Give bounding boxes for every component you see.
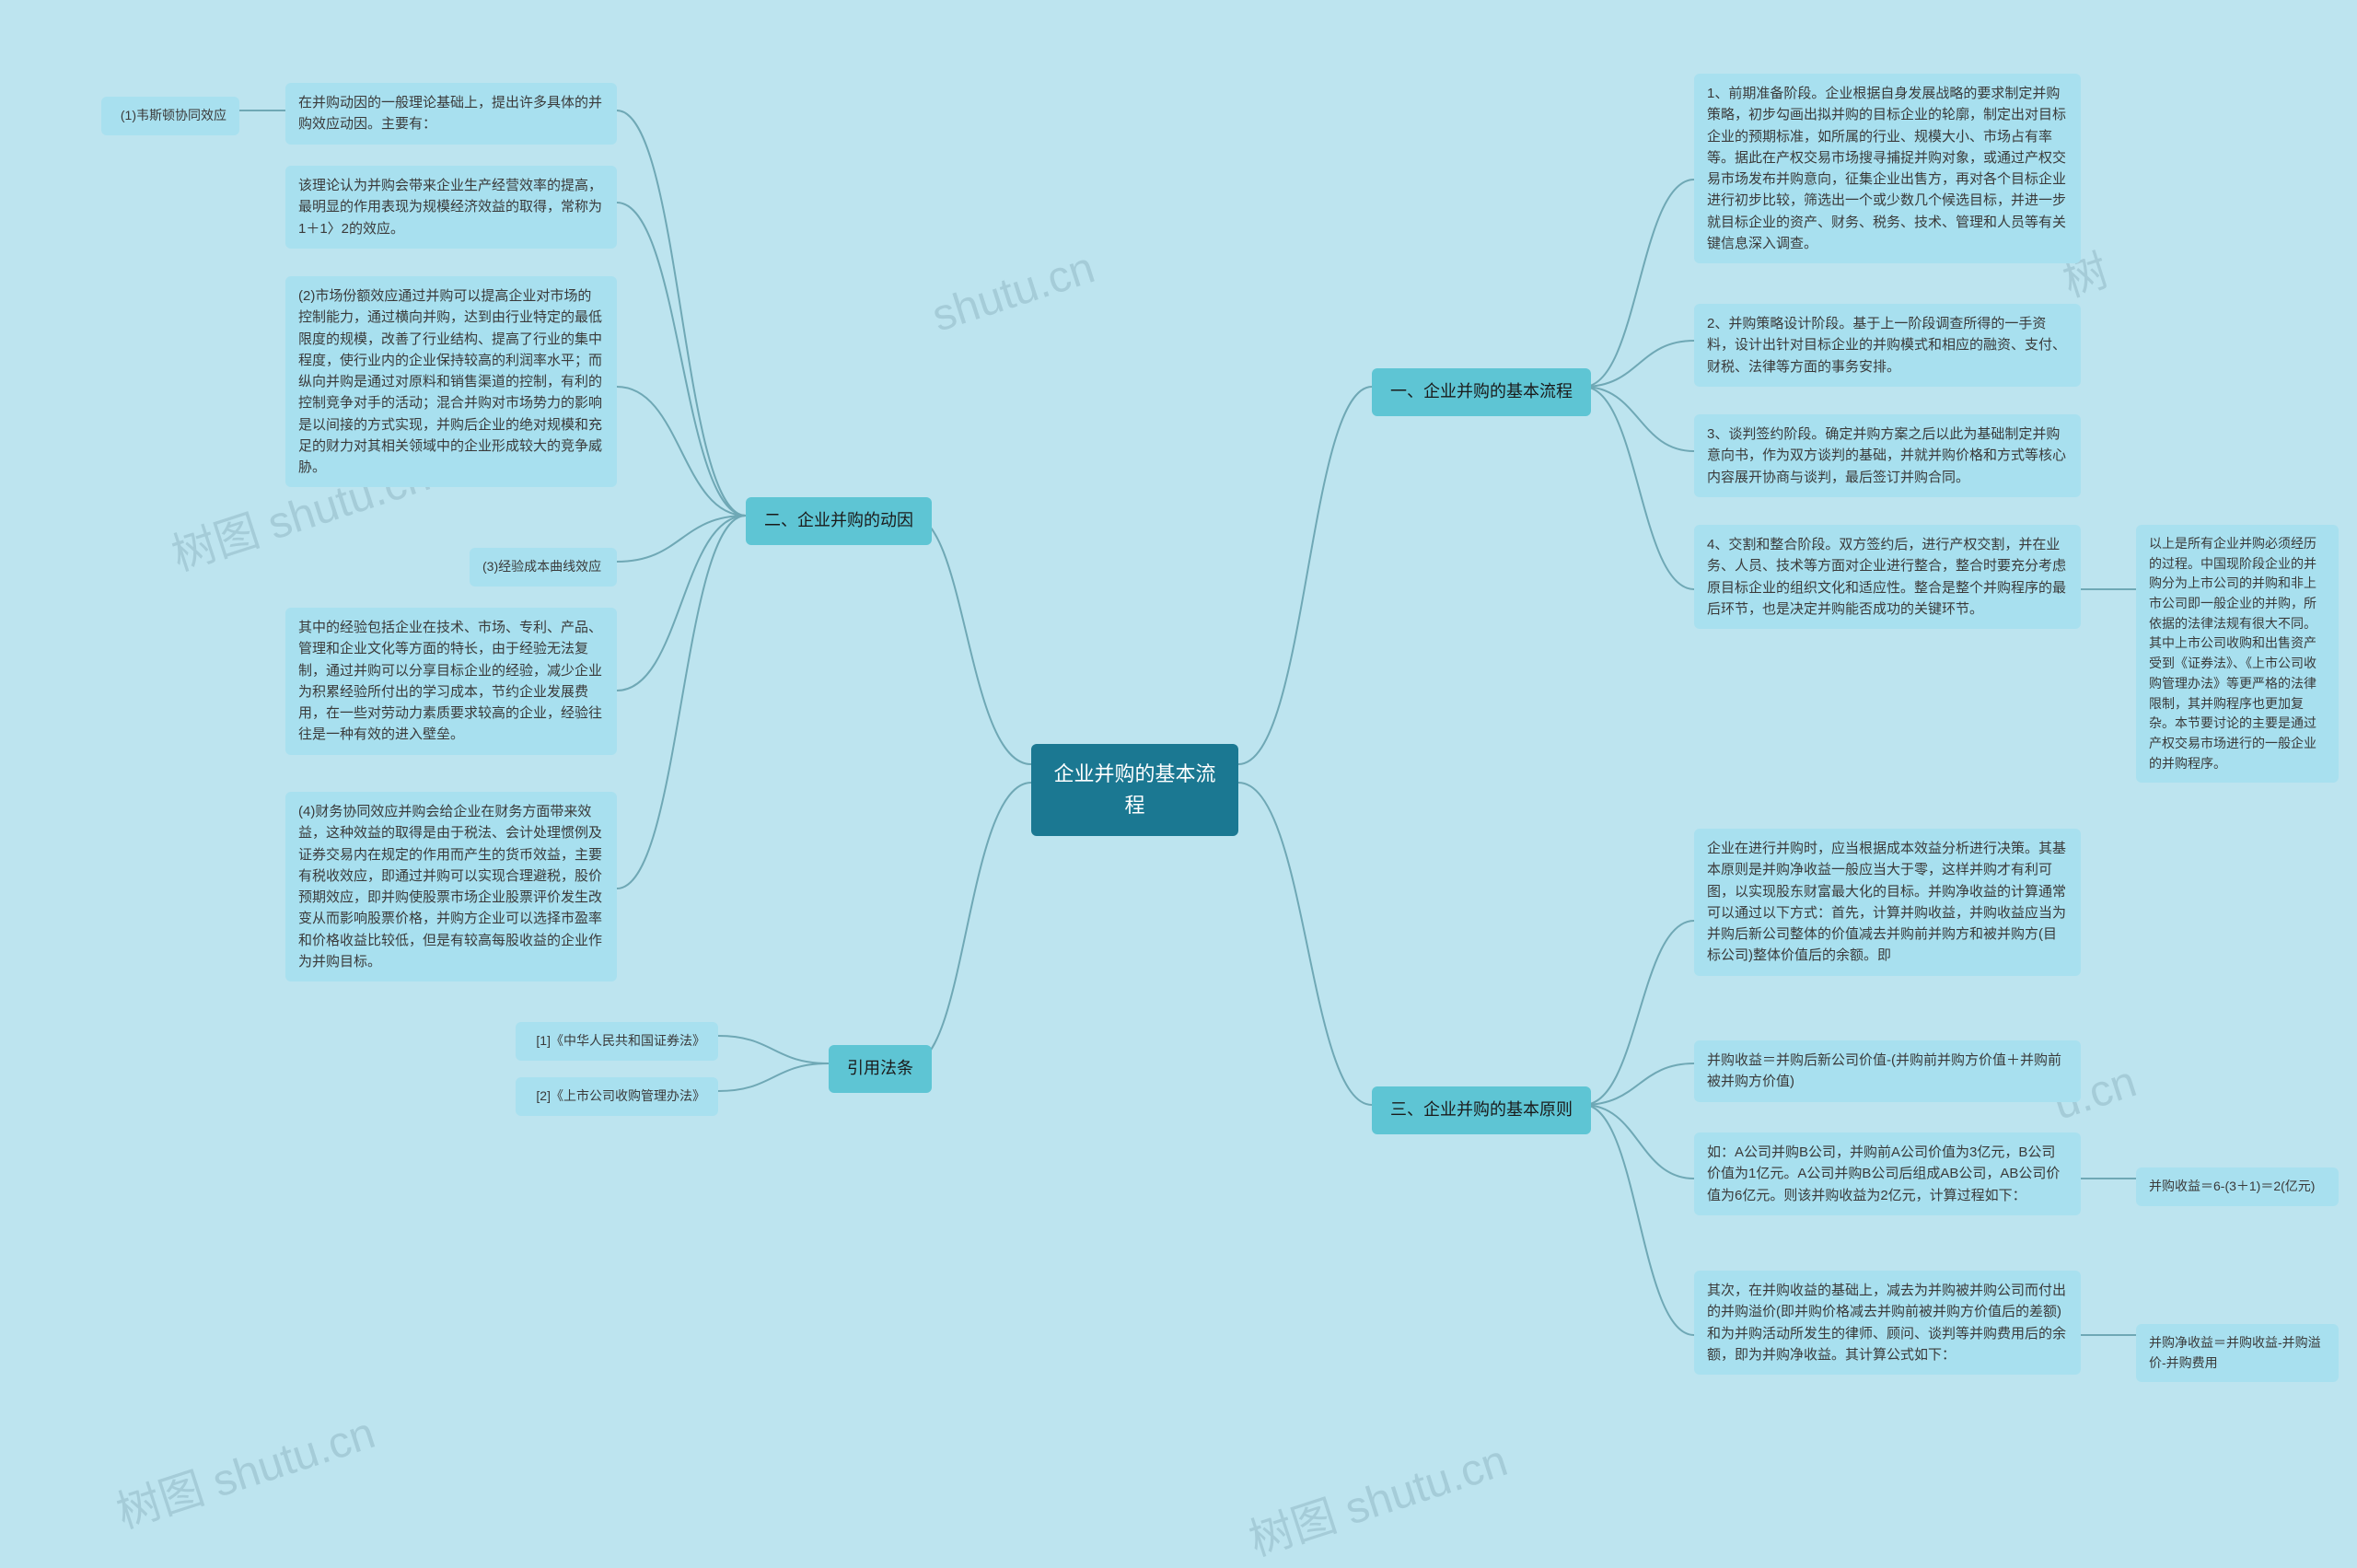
leaf-ref-2: [2]《上市公司收购管理办法》 (516, 1077, 718, 1116)
leaf-s2-intro: 在并购动因的一般理论基础上，提出许多具体的并购效应动因。主要有： (285, 83, 617, 145)
watermark: shutu.cn (926, 242, 1101, 342)
leaf-s1-2: 2、并购策略设计阶段。基于上一阶段调查所得的一手资料，设计出针对目标企业的并购模… (1694, 304, 2081, 387)
leaf-s1-3: 3、谈判签约阶段。确定并购方案之后以此为基础制定并购意向书，作为双方谈判的基础，… (1694, 414, 2081, 497)
leaf-s3-1: 企业在进行并购时，应当根据成本效益分析进行决策。其基本原则是并购净收益一般应当大… (1694, 829, 2081, 976)
leaf-s2-a1-label: (1)韦斯顿协同效应 (101, 97, 239, 135)
leaf-ref-1: [1]《中华人民共和国证券法》 (516, 1022, 718, 1061)
branch-basic-principle: 三、企业并购的基本原则 (1372, 1086, 1591, 1134)
branch-references: 引用法条 (829, 1045, 932, 1093)
leaf-s2-a1-body: 该理论认为并购会带来企业生产经营效率的提高，最明显的作用表现为规模经济效益的取得… (285, 166, 617, 249)
leaf-s3-4-side: 并购净收益＝并购收益-并购溢价-并购费用 (2136, 1324, 2339, 1382)
leaf-s3-2: 并购收益＝并购后新公司价值-(并购前并购方价值＋并购前被并购方价值) (1694, 1040, 2081, 1102)
leaf-s3-4: 其次，在并购收益的基础上，减去为并购被并购公司而付出的并购溢价(即并购价格减去并… (1694, 1271, 2081, 1375)
leaf-s2-a4-body: (4)财务协同效应并购会给企业在财务方面带来效益，这种效益的取得是由于税法、会计… (285, 792, 617, 981)
watermark: 树图 shutu.cn (107, 1397, 381, 1540)
leaf-s2-a2-body: (2)市场份额效应通过并购可以提高企业对市场的控制能力，通过横向并购，达到由行业… (285, 276, 617, 487)
leaf-s1-4-side: 以上是所有企业并购必须经历的过程。中国现阶段企业的并购分为上市公司的并购和非上市… (2136, 525, 2339, 783)
leaf-s1-4: 4、交割和整合阶段。双方签约后，进行产权交割，并在业务、人员、技术等方面对企业进… (1694, 525, 2081, 629)
leaf-s2-a3-body: 其中的经验包括企业在技术、市场、专利、产品、管理和企业文化等方面的特长，由于经验… (285, 608, 617, 755)
leaf-s3-3-side: 并购收益＝6-(3＋1)＝2(亿元) (2136, 1167, 2339, 1206)
watermark: 树图 shutu.cn (1239, 1424, 1514, 1568)
leaf-s3-3: 如：A公司并购B公司，并购前A公司价值为3亿元，B公司价值为1亿元。A公司并购B… (1694, 1132, 2081, 1215)
branch-basic-process: 一、企业并购的基本流程 (1372, 368, 1591, 416)
branch-motives: 二、企业并购的动因 (746, 497, 932, 545)
root-node: 企业并购的基本流程 (1031, 744, 1238, 836)
leaf-s1-1: 1、前期准备阶段。企业根据自身发展战略的要求制定并购策略，初步勾画出拟并购的目标… (1694, 74, 2081, 263)
leaf-s2-a3-label: (3)经验成本曲线效应 (470, 548, 617, 587)
